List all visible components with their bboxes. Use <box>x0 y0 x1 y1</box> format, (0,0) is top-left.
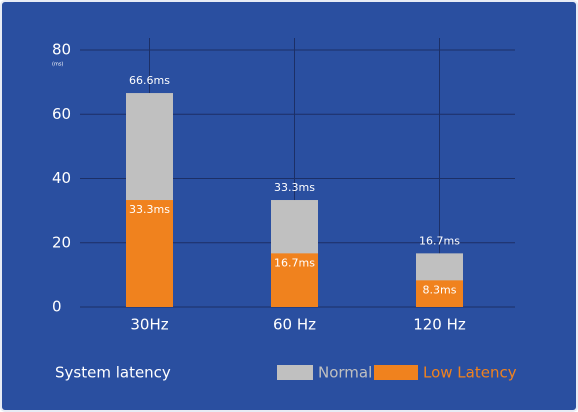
value-label: 8.3ms <box>423 283 457 296</box>
y-tick-label: 60 <box>52 105 71 123</box>
legend-label: Normal <box>318 364 372 382</box>
y-tick-label: 80 <box>52 41 71 59</box>
x-tick-label: 120 Hz <box>413 316 466 334</box>
y-unit: (ms) <box>52 62 63 68</box>
legend-swatch <box>374 365 418 380</box>
value-label: 66.6ms <box>129 74 170 87</box>
legend-swatch <box>277 365 313 380</box>
value-label: 33.3ms <box>129 203 170 216</box>
value-label: 16.7ms <box>419 234 460 247</box>
x-tick-label: 30Hz <box>130 316 168 334</box>
y-tick-label: 40 <box>52 169 71 187</box>
footer-label: System latency <box>55 364 171 382</box>
bar <box>126 200 173 307</box>
y-tick-label: 0 <box>52 298 62 316</box>
bar <box>416 280 463 307</box>
x-tick-label: 60 Hz <box>273 316 316 334</box>
y-tick-label: 20 <box>52 233 71 251</box>
value-label: 16.7ms <box>274 256 315 269</box>
value-label: 33.3ms <box>274 181 315 194</box>
bar <box>271 253 318 307</box>
legend-label: Low Latency <box>423 364 517 382</box>
